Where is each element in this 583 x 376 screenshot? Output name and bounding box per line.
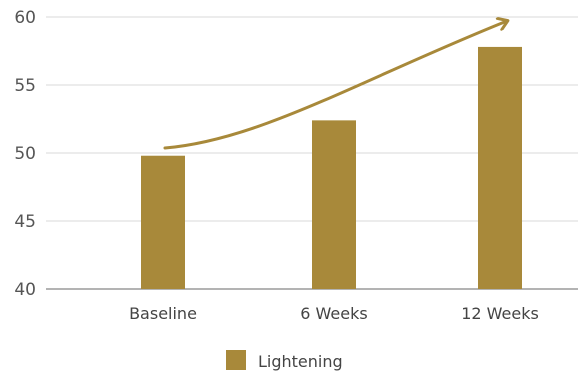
bars (141, 46, 522, 289)
bar-12-weeks (478, 46, 522, 289)
y-tick-label: 40 (14, 280, 36, 300)
trend-arrow (163, 21, 507, 150)
y-axis-ticks: 40 45 50 55 60 (14, 8, 36, 300)
legend-swatch (226, 350, 246, 370)
y-tick-label: 55 (14, 76, 36, 96)
legend: Lightening (226, 350, 343, 371)
bar-6-weeks (312, 120, 356, 289)
annotations (163, 21, 507, 150)
x-tick-label: Baseline (129, 304, 197, 323)
legend-label: Lightening (258, 352, 343, 371)
bar-baseline (141, 155, 185, 289)
y-tick-label: 45 (14, 212, 36, 232)
x-tick-label: 6 Weeks (300, 304, 367, 323)
x-axis-ticks: Baseline 6 Weeks 12 Weeks (129, 304, 539, 323)
x-tick-label: 12 Weeks (461, 304, 539, 323)
y-tick-label: 60 (14, 8, 36, 28)
y-tick-label: 50 (14, 144, 36, 164)
